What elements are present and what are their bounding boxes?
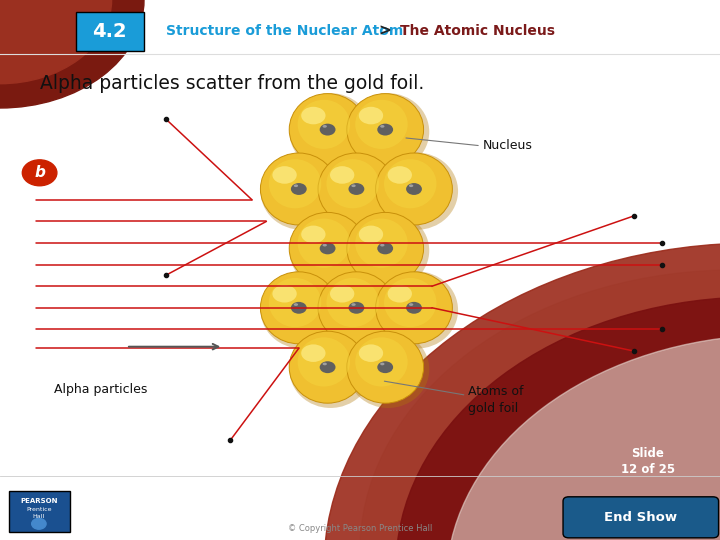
Ellipse shape <box>347 330 429 408</box>
Ellipse shape <box>323 363 327 365</box>
Ellipse shape <box>261 153 337 225</box>
Ellipse shape <box>297 219 350 268</box>
Ellipse shape <box>320 124 336 136</box>
Ellipse shape <box>380 125 384 128</box>
Ellipse shape <box>377 242 393 254</box>
Text: 4.2: 4.2 <box>92 22 127 42</box>
Ellipse shape <box>359 226 383 243</box>
Ellipse shape <box>326 278 379 327</box>
Ellipse shape <box>409 184 413 187</box>
Ellipse shape <box>323 125 327 128</box>
Ellipse shape <box>269 278 321 327</box>
Ellipse shape <box>261 271 343 349</box>
Ellipse shape <box>348 302 364 314</box>
FancyBboxPatch shape <box>9 491 70 532</box>
Ellipse shape <box>294 184 298 187</box>
Ellipse shape <box>376 153 452 225</box>
Ellipse shape <box>355 100 408 149</box>
Ellipse shape <box>297 100 350 149</box>
Ellipse shape <box>384 159 436 208</box>
Ellipse shape <box>387 285 412 302</box>
Ellipse shape <box>289 93 372 171</box>
Ellipse shape <box>289 212 372 289</box>
Wedge shape <box>396 297 720 540</box>
Ellipse shape <box>359 345 383 362</box>
Ellipse shape <box>272 285 297 302</box>
Wedge shape <box>0 0 144 108</box>
Ellipse shape <box>320 242 336 254</box>
Text: PEARSON: PEARSON <box>20 497 58 504</box>
Ellipse shape <box>351 184 356 187</box>
Ellipse shape <box>261 152 343 230</box>
Ellipse shape <box>347 93 423 166</box>
Ellipse shape <box>380 363 384 365</box>
Ellipse shape <box>376 271 458 349</box>
Text: End Show: End Show <box>604 511 678 524</box>
Ellipse shape <box>355 338 408 387</box>
Text: Nucleus: Nucleus <box>482 139 532 152</box>
Wedge shape <box>324 243 720 540</box>
Ellipse shape <box>406 183 422 195</box>
FancyBboxPatch shape <box>76 12 144 51</box>
Ellipse shape <box>261 272 337 344</box>
Ellipse shape <box>323 244 327 246</box>
Circle shape <box>22 160 57 186</box>
FancyBboxPatch shape <box>563 497 719 538</box>
Ellipse shape <box>347 212 429 289</box>
Ellipse shape <box>289 330 372 408</box>
Text: Slide
12 of 25: Slide 12 of 25 <box>621 447 675 476</box>
Text: Structure of the Nuclear Atom: Structure of the Nuclear Atom <box>166 24 403 38</box>
Ellipse shape <box>351 303 356 306</box>
Ellipse shape <box>384 278 436 327</box>
Ellipse shape <box>377 124 393 136</box>
Ellipse shape <box>291 183 307 195</box>
Ellipse shape <box>359 107 383 124</box>
Text: The Atomic Nucleus: The Atomic Nucleus <box>400 24 554 38</box>
Ellipse shape <box>330 166 354 184</box>
Ellipse shape <box>387 166 412 184</box>
Ellipse shape <box>318 272 395 344</box>
Ellipse shape <box>326 159 379 208</box>
Text: >: > <box>379 24 392 39</box>
Ellipse shape <box>291 302 307 314</box>
Ellipse shape <box>380 244 384 246</box>
Text: b: b <box>34 165 45 180</box>
Ellipse shape <box>301 226 325 243</box>
Text: © Copyright Pearson Prentice Hall: © Copyright Pearson Prentice Hall <box>288 524 432 532</box>
Ellipse shape <box>318 153 395 225</box>
Ellipse shape <box>355 219 408 268</box>
Wedge shape <box>0 0 112 84</box>
Ellipse shape <box>377 361 393 373</box>
Ellipse shape <box>376 152 458 230</box>
Text: Atoms of
gold foil: Atoms of gold foil <box>468 384 523 415</box>
Ellipse shape <box>330 285 354 302</box>
Ellipse shape <box>347 331 423 403</box>
Ellipse shape <box>301 345 325 362</box>
Ellipse shape <box>289 212 366 285</box>
Circle shape <box>32 518 46 529</box>
Ellipse shape <box>297 338 350 387</box>
Ellipse shape <box>320 361 336 373</box>
Ellipse shape <box>318 271 400 349</box>
Ellipse shape <box>294 303 298 306</box>
Wedge shape <box>448 336 720 540</box>
Ellipse shape <box>318 152 400 230</box>
Ellipse shape <box>272 166 297 184</box>
Ellipse shape <box>376 272 452 344</box>
Ellipse shape <box>347 93 429 171</box>
Text: Prentice: Prentice <box>26 507 52 512</box>
Text: Alpha particles: Alpha particles <box>54 383 148 396</box>
Text: Alpha particles scatter from the gold foil.: Alpha particles scatter from the gold fo… <box>40 74 424 93</box>
Ellipse shape <box>269 159 321 208</box>
Ellipse shape <box>348 183 364 195</box>
Ellipse shape <box>289 331 366 403</box>
Wedge shape <box>360 270 720 540</box>
Ellipse shape <box>301 107 325 124</box>
Ellipse shape <box>406 302 422 314</box>
Ellipse shape <box>289 93 366 166</box>
Ellipse shape <box>347 212 423 285</box>
Text: Hall: Hall <box>33 514 45 519</box>
Ellipse shape <box>409 303 413 306</box>
